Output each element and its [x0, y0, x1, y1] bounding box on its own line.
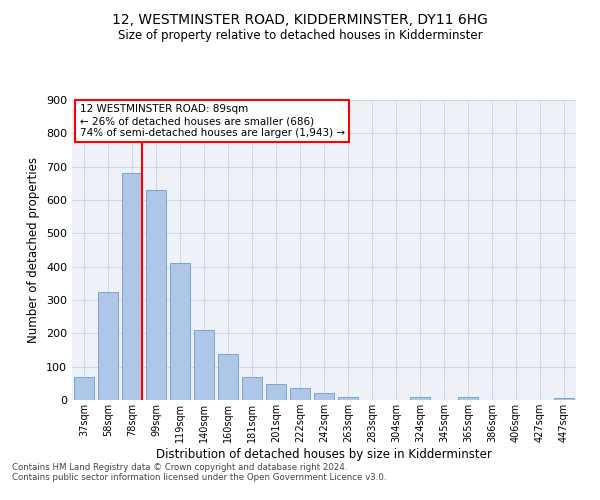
Bar: [98, 292, 118, 400]
Y-axis label: Number of detached properties: Number of detached properties: [28, 157, 40, 343]
Bar: [194, 330, 214, 400]
Bar: [218, 354, 238, 400]
Bar: [146, 190, 166, 400]
Bar: [122, 174, 142, 400]
Bar: [290, 388, 310, 400]
Text: 12 WESTMINSTER ROAD: 89sqm
← 26% of detached houses are smaller (686)
74% of sem: 12 WESTMINSTER ROAD: 89sqm ← 26% of deta…: [80, 104, 344, 138]
Bar: [266, 384, 286, 400]
Text: Contains public sector information licensed under the Open Government Licence v3: Contains public sector information licen…: [12, 474, 386, 482]
X-axis label: Distribution of detached houses by size in Kidderminster: Distribution of detached houses by size …: [156, 448, 492, 461]
Bar: [410, 398, 430, 400]
Text: Size of property relative to detached houses in Kidderminster: Size of property relative to detached ho…: [118, 29, 482, 42]
Bar: [74, 376, 94, 400]
Bar: [170, 264, 190, 400]
Text: 12, WESTMINSTER ROAD, KIDDERMINSTER, DY11 6HG: 12, WESTMINSTER ROAD, KIDDERMINSTER, DY1…: [112, 12, 488, 26]
Bar: [554, 398, 574, 400]
Bar: [458, 398, 478, 400]
Bar: [314, 392, 334, 400]
Bar: [242, 378, 262, 400]
Text: Contains HM Land Registry data © Crown copyright and database right 2024.: Contains HM Land Registry data © Crown c…: [12, 464, 347, 472]
Bar: [338, 396, 358, 400]
